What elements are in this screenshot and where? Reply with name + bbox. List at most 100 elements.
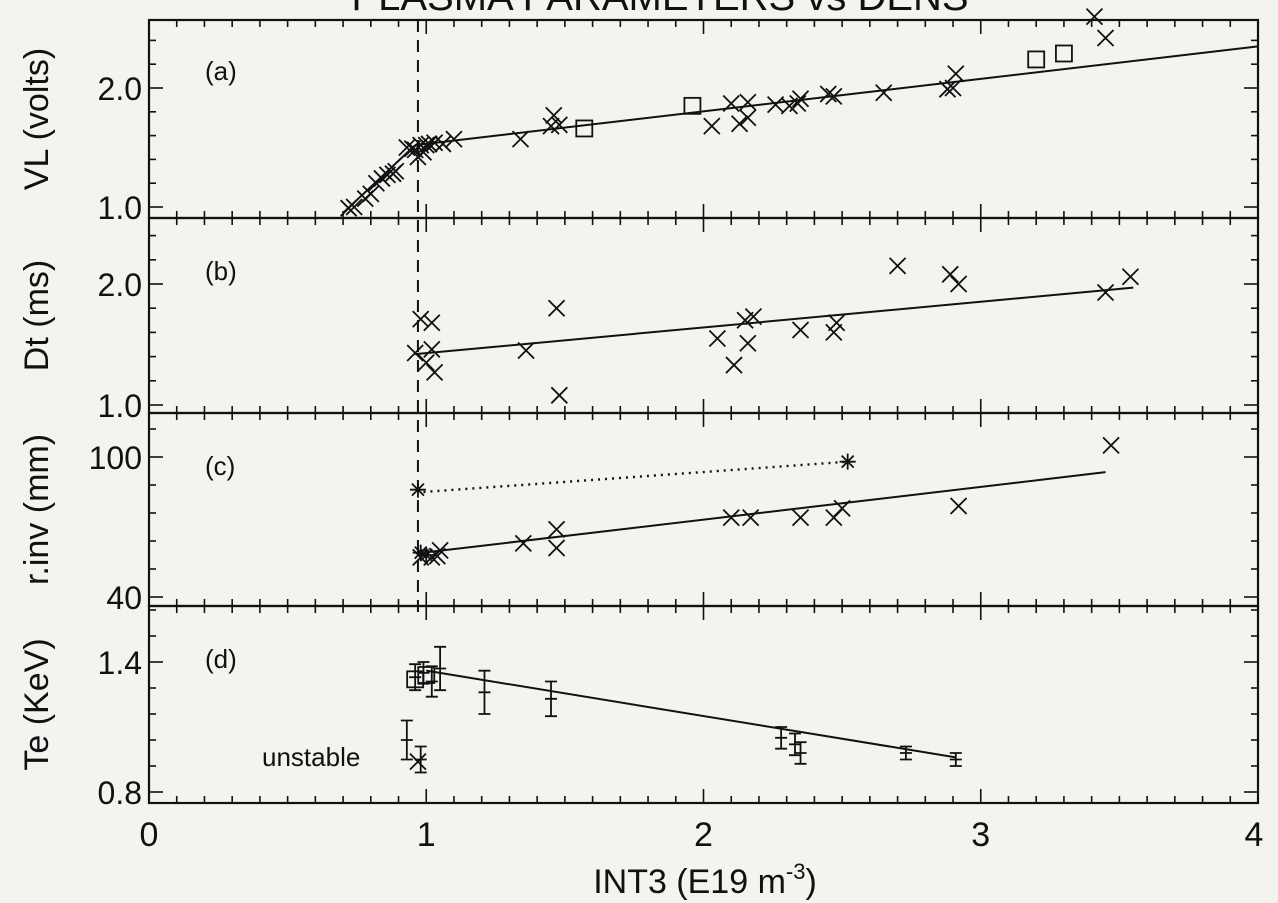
- data-point-square: [683, 96, 702, 115]
- data-point-cross: [545, 106, 563, 125]
- data-point-square: [1027, 50, 1046, 69]
- data-point-cross: [825, 87, 843, 105]
- data-point-cross: [511, 130, 530, 148]
- data-point-cross: [739, 93, 757, 111]
- data-point-cross: [827, 314, 846, 332]
- y-tick-label: 0.8: [98, 775, 142, 811]
- data-point-cross: [345, 198, 363, 216]
- panel-label: (a): [205, 56, 237, 86]
- data-point-cross: [736, 311, 754, 329]
- data-point-cross: [434, 135, 452, 153]
- panel-frame: [147, 216, 1260, 415]
- data-point-cross: [547, 299, 566, 317]
- data-point-cross: [739, 109, 757, 127]
- data-point-cross: [888, 257, 907, 275]
- data-point-errorbar: [545, 680, 558, 718]
- panel-frame: [147, 604, 1260, 805]
- y-tick-label: 40: [106, 580, 142, 616]
- data-point-cross: [722, 94, 740, 113]
- panel-b: 1.0 2.0 Dt (ms) (b): [18, 216, 1260, 424]
- fit-line-dotted: [423, 460, 848, 494]
- y-axis-label: r.inv (mm): [18, 434, 56, 585]
- x-tick-label: 0: [140, 816, 159, 854]
- panel-d: 0.8 1.4 Te (KeV) (d) unstable: [18, 604, 1260, 811]
- panel-label: (d): [205, 644, 237, 674]
- data-point-errorbar: [788, 732, 801, 757]
- panel-c: 40 100 r.inv (mm) (c): [18, 411, 1260, 616]
- data-point-star: [418, 547, 435, 563]
- panel-frame: [147, 411, 1260, 608]
- data-point-errorbar: [775, 726, 788, 750]
- panel-label: (c): [205, 451, 235, 481]
- data-point-cross: [949, 275, 968, 293]
- data-point-star: [412, 544, 429, 561]
- fit-line: [415, 45, 1259, 147]
- y-tick-label: 1.4: [98, 645, 142, 681]
- data-point-errorbar: [400, 719, 413, 761]
- data-point-cross: [703, 117, 721, 135]
- data-point-cross: [1085, 7, 1104, 26]
- data-point-cross: [514, 534, 532, 552]
- data-point-errorbar: [478, 669, 491, 715]
- fit-line: [415, 286, 1134, 356]
- data-point-cross: [833, 499, 851, 517]
- x-tick-label: 1: [417, 816, 436, 854]
- data-point-star: [839, 453, 856, 470]
- x-axis: 0 1 2 3 4: [140, 816, 1264, 854]
- data-point-cross: [791, 321, 810, 339]
- data-point-cross: [417, 354, 435, 372]
- data-point-cross: [708, 329, 726, 348]
- data-point-cross: [791, 509, 810, 527]
- data-point-cross: [547, 539, 566, 557]
- data-point-cross: [949, 497, 968, 515]
- data-point-cross: [547, 520, 566, 538]
- data-point-cross: [722, 509, 740, 527]
- data-point-errorbar: [434, 645, 447, 692]
- y-axis-label: Te (KeV): [18, 638, 56, 770]
- data-point-square: [1055, 44, 1073, 63]
- panel-a: 1.0 2.0 VL (volts) (a): [18, 7, 1260, 226]
- data-point-cross: [550, 386, 568, 404]
- y-tick-label: 100: [89, 440, 142, 476]
- fit-line: [423, 471, 1106, 554]
- data-point-cross: [542, 117, 560, 135]
- y-tick-label: 2.0: [98, 267, 142, 303]
- data-point-cross: [741, 509, 760, 527]
- data-point-cross: [339, 199, 358, 217]
- data-point-cross: [944, 79, 962, 97]
- figure-title: PLASMA PARAMETERS vs DENS: [351, 0, 968, 19]
- x-tick-label: 3: [971, 816, 990, 854]
- data-point-cross: [825, 323, 843, 342]
- data-point-cross: [875, 84, 893, 102]
- data-point-cross: [445, 130, 463, 148]
- x-axis-label-close: ): [805, 863, 816, 901]
- annotation-unstable: unstable: [262, 742, 360, 772]
- data-point-cross: [362, 185, 380, 203]
- fit-line: [426, 669, 956, 759]
- data-point-cross: [425, 363, 444, 381]
- x-tick-label: 4: [1245, 816, 1264, 854]
- x-tick-label: 2: [694, 816, 713, 854]
- data-point-cross: [420, 135, 438, 153]
- data-point-cross: [739, 334, 757, 352]
- data-point-errorbar: [794, 741, 807, 765]
- data-point-cross: [938, 80, 957, 98]
- y-tick-label: 2.0: [98, 71, 142, 107]
- data-point-cross: [387, 162, 405, 180]
- data-point-cross: [428, 547, 446, 565]
- data-point-cross: [941, 265, 959, 283]
- data-point-cross: [409, 753, 427, 771]
- y-axis-label: Dt (ms): [18, 260, 56, 371]
- data-point-square: [406, 670, 425, 689]
- data-point-cross: [1102, 436, 1120, 454]
- data-point-cross: [431, 541, 449, 559]
- data-point-cross: [819, 85, 837, 103]
- data-point-cross: [1096, 283, 1115, 302]
- y-tick-label: 1.0: [98, 388, 142, 424]
- data-point-cross: [1121, 268, 1140, 286]
- data-point-cross: [725, 356, 743, 374]
- x-axis-label: INT3 (E19 m-3): [593, 859, 817, 901]
- data-point-cross: [412, 310, 430, 328]
- data-point-cross: [766, 96, 785, 114]
